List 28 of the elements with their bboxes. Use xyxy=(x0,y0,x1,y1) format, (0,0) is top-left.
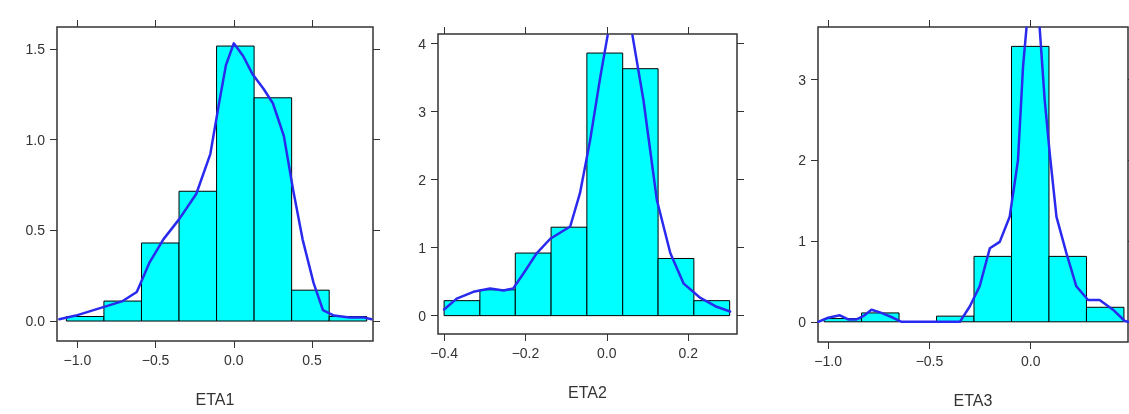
x-tick-label: −0.2 xyxy=(511,345,540,361)
x-axis-title: ETA1 xyxy=(195,390,235,408)
x-tick-label: 0.0 xyxy=(224,352,244,368)
y-tick-label: 0.5 xyxy=(25,222,46,239)
x-tick-label: 0.5 xyxy=(302,352,322,368)
x-tick-label: −1.0 xyxy=(814,353,843,369)
y-tick-label: 3 xyxy=(798,71,807,88)
x-tick-label: 0.2 xyxy=(678,345,699,361)
line-series xyxy=(58,42,373,321)
x-tick-label: −0.5 xyxy=(141,352,170,368)
y-tick-label: 2 xyxy=(418,171,427,188)
x-axis-title: ETA3 xyxy=(953,391,993,409)
y-tick-label: 0.0 xyxy=(25,313,46,330)
y-tick-label: 1 xyxy=(418,239,427,256)
y-tick-label: 4 xyxy=(418,35,427,52)
y-tick-label: 3 xyxy=(418,103,427,120)
y-tick-label: 0 xyxy=(798,313,807,330)
x-tick-label: −0.5 xyxy=(915,353,944,369)
y-tick-label: 1 xyxy=(798,233,807,250)
x-tick-label: 0.0 xyxy=(1021,353,1041,369)
x-axis-title: ETA2 xyxy=(568,383,608,401)
y-tick-label: 1.5 xyxy=(25,40,46,57)
y-tick-label: 1.0 xyxy=(25,131,46,148)
x-tick-label: −1.0 xyxy=(63,352,92,368)
y-tick-label: 2 xyxy=(798,152,807,169)
y-tick-label: 0 xyxy=(418,307,427,324)
x-tick-label: 0.0 xyxy=(597,345,617,361)
x-tick-label: −0.4 xyxy=(430,345,459,361)
